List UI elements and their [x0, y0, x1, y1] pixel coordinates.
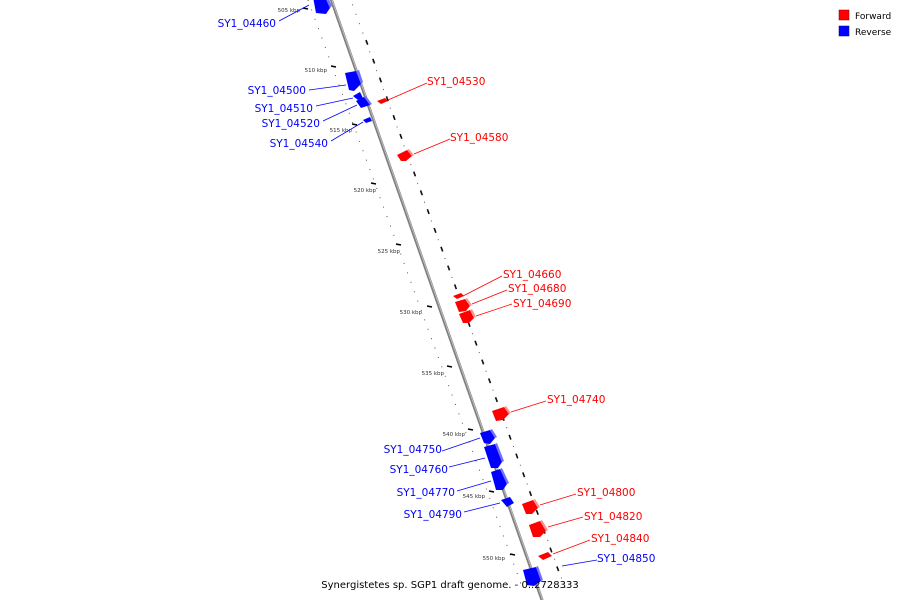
gene-SY1_04690[interactable] [459, 309, 476, 323]
gene-SY1_04740[interactable] [492, 406, 511, 421]
scale-tick: 535 kbp [422, 365, 453, 377]
gene-label-forward[interactable]: SY1_04840 [591, 533, 649, 545]
gene-label-forward[interactable]: SY1_04800 [577, 487, 635, 499]
gene-SY1_04660[interactable] [453, 293, 464, 299]
legend-item-reverse[interactable]: Reverse [838, 25, 892, 38]
gene-label-reverse[interactable]: SY1_04500 [248, 85, 306, 97]
scale: 505 kbp 510 kbp 515 kbp 520 kbp 525 kbp … [278, 7, 516, 562]
gene-label-reverse[interactable]: SY1_04460 [218, 18, 276, 30]
tick-label: 550 kbp [483, 556, 506, 562]
gene-SY1_04530[interactable] [377, 98, 388, 104]
gene-label-reverse[interactable]: SY1_04790 [404, 509, 462, 521]
gene-SY1_04850[interactable] [523, 566, 543, 586]
tick-label: 505 kbp [278, 8, 301, 14]
gene-SY1_04800[interactable] [522, 499, 540, 514]
tick-label: 515 kbp [330, 128, 353, 134]
gene-SY1_04840[interactable] [538, 552, 552, 560]
gene-label-forward[interactable]: SY1_04690 [513, 298, 571, 310]
gene-label-forward[interactable]: SY1_04530 [427, 76, 485, 88]
scale-tick: 515 kbp [330, 123, 358, 134]
gene-label-reverse[interactable]: SY1_04510 [255, 103, 313, 115]
gene-SY1_04540[interactable] [363, 117, 372, 123]
gene-label-forward[interactable]: SY1_04580 [450, 132, 508, 144]
scale-tick: 550 kbp [483, 553, 516, 562]
gene-label-reverse[interactable]: SY1_04770 [397, 487, 455, 499]
tick-label: 545 kbp [463, 494, 486, 500]
gene-SY1_04500[interactable] [345, 70, 363, 91]
gene-SY1_04820[interactable] [529, 520, 548, 537]
gene-SY1_04750[interactable] [480, 429, 497, 444]
tick-label: 520 kbp [354, 188, 377, 194]
gene-SY1_04790[interactable] [501, 497, 514, 507]
gene-label-forward[interactable]: SY1_04820 [584, 511, 642, 523]
tick-label: 540 kbp [443, 432, 466, 438]
gene-label-reverse[interactable]: SY1_04750 [384, 444, 442, 456]
legend-swatch-forward [838, 9, 850, 21]
gene-SY1_04580[interactable] [397, 149, 414, 161]
gene-label-reverse[interactable]: SY1_04760 [390, 464, 448, 476]
scale-tick: 525 kbp [378, 243, 402, 255]
gene-label-forward[interactable]: SY1_04680 [508, 283, 566, 295]
tick-label: 510 kbp [305, 68, 328, 74]
scale-tick: 520 kbp [354, 182, 377, 194]
legend-swatch-reverse [838, 25, 850, 37]
gene-SY1_04520[interactable] [356, 96, 372, 108]
legend-label-forward: Forward [855, 12, 891, 22]
gene-SY1_04460[interactable] [313, 0, 332, 14]
scale-tick: 545 kbp [463, 490, 495, 500]
scale-tick: 510 kbp [305, 65, 337, 74]
map-title: Synergistetes sp. SGP1 draft genome. - 0… [321, 580, 578, 591]
scale-tick: 505 kbp [278, 7, 309, 14]
gene-SY1_04760[interactable] [484, 443, 504, 468]
gene-SY1_04770[interactable] [491, 468, 509, 490]
gene-SY1_04680[interactable] [455, 298, 472, 312]
gene-label-reverse[interactable]: SY1_04850 [597, 553, 655, 565]
tick-label: 530 kbp [400, 310, 423, 316]
reverse-track-guide [307, 0, 522, 585]
legend-label-reverse: Reverse [855, 28, 892, 38]
gene-label-forward[interactable]: SY1_04660 [503, 269, 561, 281]
legend: Forward Reverse [838, 9, 892, 38]
gene-SY1_04510[interactable] [353, 92, 363, 100]
scale-tick: 530 kbp [400, 305, 433, 316]
tick-label: 525 kbp [378, 249, 401, 255]
tick-label: 535 kbp [422, 371, 445, 377]
gene-label-forward[interactable]: SY1_04740 [547, 394, 605, 406]
gene-label-reverse[interactable]: SY1_04520 [262, 118, 320, 130]
scale-tick: 540 kbp [443, 428, 474, 438]
gene-label-reverse[interactable]: SY1_04540 [270, 138, 328, 150]
label-leaders [278, 4, 598, 567]
legend-item-forward[interactable]: Forward [838, 9, 891, 22]
